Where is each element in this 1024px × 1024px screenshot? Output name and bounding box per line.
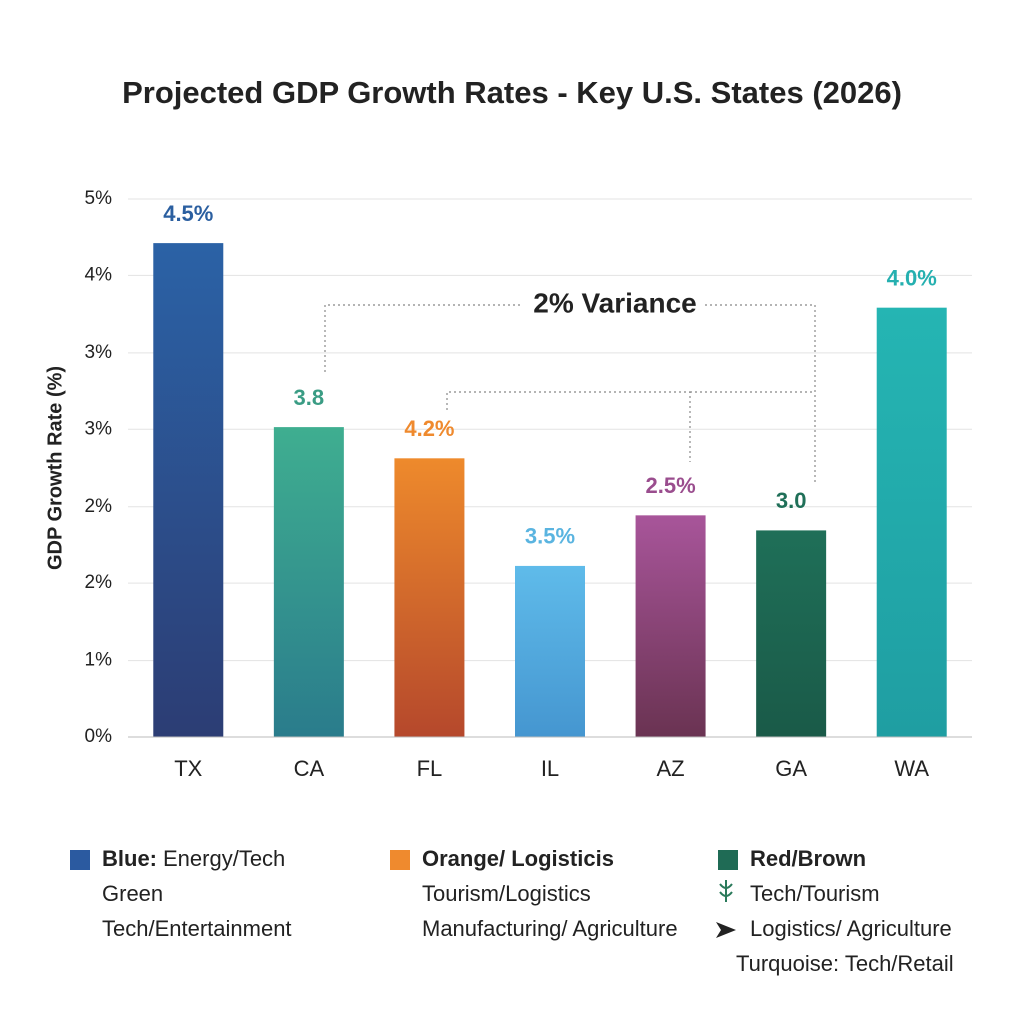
y-tick-label: 2% xyxy=(85,572,113,593)
x-tick-label: FL xyxy=(417,756,443,781)
x-tick-label: GA xyxy=(775,756,807,781)
y-tick-label: 3% xyxy=(85,418,113,439)
bar xyxy=(756,530,827,737)
bracket-line xyxy=(705,304,816,485)
bar-label: 3.0 xyxy=(776,488,807,513)
legend-bold: Blue: xyxy=(102,846,157,871)
x-tick-label: TX xyxy=(174,756,202,781)
legend-line: Tourism/Logistics xyxy=(422,881,591,906)
x-tick-label: AZ xyxy=(657,756,685,781)
legend-bold: Orange/ Logisticis xyxy=(422,846,614,871)
legend-line: Tech/Entertainment xyxy=(102,916,292,941)
legend-line: Tech/Tourism xyxy=(750,881,880,906)
legend-line: Turquoise: Tech/Retail xyxy=(736,951,954,976)
legend-rest: Energy/Tech xyxy=(163,846,285,871)
y-tick-label: 2% xyxy=(85,496,113,517)
bar-label: 3.5% xyxy=(525,524,575,549)
legend-bold: Red/Brown xyxy=(750,846,866,871)
y-axis-label: GDP Growth Rate (%) xyxy=(44,366,66,570)
x-tick-label: CA xyxy=(294,756,325,781)
bar-label: 4.5% xyxy=(163,201,213,226)
bar xyxy=(515,565,585,737)
legend-line: Manufacturing/ Agriculture xyxy=(422,916,678,941)
legend-swatch xyxy=(390,850,410,870)
legend-heading: Blue: Energy/Tech xyxy=(102,846,285,871)
annotation: 2% Variance xyxy=(533,287,696,318)
x-tick-label: IL xyxy=(541,756,559,781)
bar xyxy=(635,515,706,737)
legend-swatch xyxy=(718,850,738,870)
bar xyxy=(394,458,465,737)
icon-corn xyxy=(719,880,733,902)
bar-label: 4.0% xyxy=(887,265,937,290)
icon-plane xyxy=(716,922,736,938)
y-tick-label: 3% xyxy=(85,342,113,363)
y-tick-label: 4% xyxy=(85,264,113,285)
legend-heading: Orange/ Logisticis xyxy=(422,846,614,871)
bar xyxy=(153,243,224,737)
y-tick-label: 0% xyxy=(85,726,113,747)
legend-heading: Red/Brown xyxy=(750,846,866,871)
bracket-line xyxy=(446,391,691,462)
bar-label: 4.2% xyxy=(404,416,454,441)
x-tick-label: WA xyxy=(894,756,929,781)
bar-label: 2.5% xyxy=(645,473,695,498)
chart-title: Projected GDP Growth Rates - Key U.S. St… xyxy=(122,75,902,110)
legend-icons xyxy=(716,880,736,938)
y-tick-label: 5% xyxy=(85,188,113,209)
legend-line: Logistics/ Agriculture xyxy=(750,916,952,941)
legend-swatch xyxy=(70,850,90,870)
bar xyxy=(876,307,947,737)
bar-label: 3.8 xyxy=(294,385,325,410)
y-tick-label: 1% xyxy=(85,650,113,671)
bracket-line xyxy=(324,304,520,372)
legend-line: Green xyxy=(102,881,163,906)
bar xyxy=(273,427,344,737)
variance-bracket xyxy=(324,304,816,485)
